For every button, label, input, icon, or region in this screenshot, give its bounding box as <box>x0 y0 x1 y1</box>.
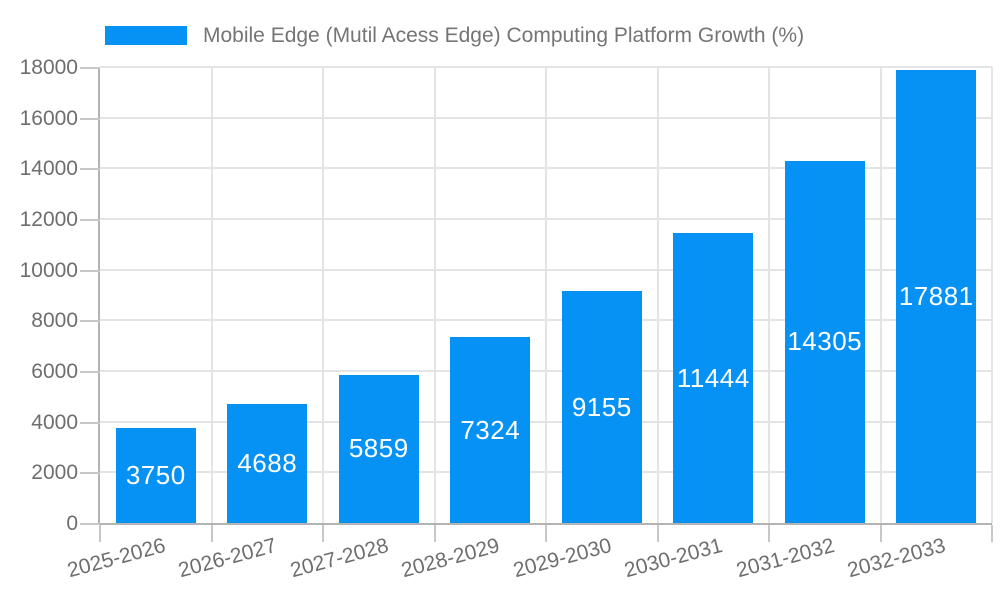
bar: 4688 <box>227 404 308 523</box>
y-axis-tick-label: 8000 <box>31 309 78 333</box>
bar-value-label: 5859 <box>348 433 409 464</box>
y-axis-tick <box>80 371 100 373</box>
horizontal-gridline <box>100 420 992 423</box>
y-axis-tick <box>80 219 100 221</box>
bar-value-label: 7324 <box>460 414 521 445</box>
horizontal-gridline <box>100 167 992 170</box>
x-axis-tick <box>768 525 770 542</box>
y-axis-tick <box>80 269 100 272</box>
x-axis-line <box>100 523 992 525</box>
x-axis-tick <box>433 525 436 542</box>
x-axis-tick <box>322 525 324 542</box>
y-axis-tick-label: 10000 <box>19 258 78 282</box>
horizontal-gridline <box>100 268 992 271</box>
y-axis-tick-label: 2000 <box>31 461 78 485</box>
bar-value-label: 17881 <box>898 280 974 311</box>
x-axis-tick <box>991 525 993 542</box>
bar: 14305 <box>784 160 865 523</box>
bar: 7324 <box>450 337 531 523</box>
vertical-gridline <box>545 67 547 523</box>
bar-value-label: 11444 <box>676 362 750 393</box>
y-axis-line <box>98 67 100 525</box>
y-axis-tick <box>80 168 100 171</box>
x-axis-tick <box>545 525 547 542</box>
vertical-gridline <box>879 67 882 523</box>
vertical-gridline <box>768 67 770 523</box>
bar-value-label: 3750 <box>125 460 186 490</box>
vertical-gridline <box>210 67 213 523</box>
x-axis-tick <box>99 525 101 542</box>
y-axis-tick-label: 0 <box>66 512 78 535</box>
bar: 17881 <box>896 70 977 523</box>
horizontal-gridline <box>100 319 992 322</box>
horizontal-gridline <box>100 370 992 372</box>
horizontal-gridline <box>100 218 992 220</box>
bar: 11444 <box>673 233 754 523</box>
y-axis-tick <box>80 117 100 120</box>
bar: 3750 <box>115 428 196 523</box>
bar-value-label: 9155 <box>571 391 632 422</box>
bar: 5859 <box>338 374 419 523</box>
x-axis-tick <box>656 525 659 542</box>
y-axis-tick <box>80 67 100 69</box>
bar: 9155 <box>561 291 642 523</box>
vertical-gridline <box>656 67 659 523</box>
chart-legend: Mobile Edge (Mutil Acess Edge) Computing… <box>105 23 804 48</box>
y-axis-tick <box>80 421 100 424</box>
vertical-gridline <box>991 67 993 523</box>
horizontal-gridline <box>100 116 992 119</box>
y-axis-tick-label: 16000 <box>19 106 78 130</box>
legend-swatch <box>105 26 187 45</box>
y-axis-tick-label: 12000 <box>19 208 78 231</box>
y-axis-tick-label: 14000 <box>19 157 78 181</box>
bar-value-label: 14305 <box>787 326 863 357</box>
y-axis-tick-label: 4000 <box>31 410 78 434</box>
bar-value-label: 4688 <box>237 448 298 479</box>
y-axis-tick-label: 6000 <box>31 360 78 383</box>
y-axis-tick-label: 18000 <box>19 56 78 79</box>
vertical-gridline <box>433 67 436 523</box>
x-axis-tick <box>210 525 213 542</box>
y-axis-tick <box>80 523 100 525</box>
vertical-gridline <box>322 67 324 523</box>
legend-label: Mobile Edge (Mutil Acess Edge) Computing… <box>203 24 805 47</box>
x-axis-tick <box>879 525 882 542</box>
horizontal-gridline <box>100 66 992 68</box>
horizontal-gridline <box>100 471 992 474</box>
y-axis-tick <box>80 320 100 323</box>
y-axis-tick <box>80 472 100 475</box>
